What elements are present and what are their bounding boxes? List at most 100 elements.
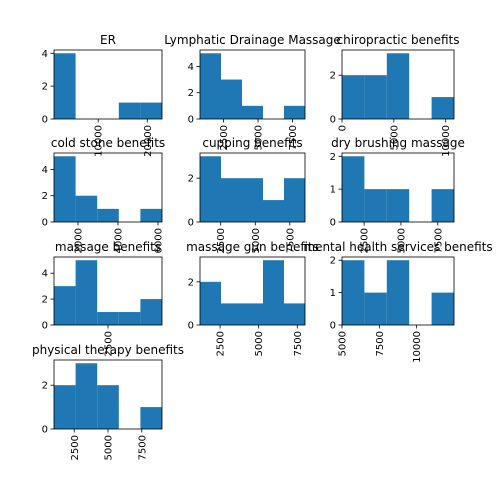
y-tick-label: 2 — [188, 277, 194, 288]
x-tick-label: 7500 — [285, 228, 296, 253]
histogram-panel-5: 0 2 2500 5000 7500 cupping benefits — [188, 136, 306, 253]
histogram-bar — [54, 156, 76, 222]
histogram-bar — [242, 178, 263, 222]
histogram-bar — [75, 195, 98, 222]
y-tick-label: 2 — [330, 71, 336, 82]
axes-frame — [341, 152, 455, 223]
y-tick-label: 4 — [188, 62, 194, 73]
panel-title: massage gun benefits — [186, 240, 319, 254]
histogram-panel-7: 0 2 4 2500 massage benefits — [42, 240, 163, 356]
histogram-bar — [284, 105, 305, 119]
y-tick-label: 4 — [42, 165, 48, 176]
histogram-panel-1: 0 2 4 10000 20000 ER — [42, 33, 163, 157]
x-tick-label: 20000 — [143, 125, 154, 157]
y-tick-label: 2 — [330, 256, 336, 267]
x-tick-label: 2500 — [104, 331, 115, 356]
axes-frame — [199, 49, 306, 120]
x-tick-label: 2500 — [360, 228, 371, 253]
panel-title: dry brushing massage — [331, 136, 465, 150]
histogram-bar — [242, 303, 263, 325]
x-tick-label: 2500 — [216, 331, 227, 356]
histogram-panel-3: 0 2 0 5000 10000 chiropractic benefits — [330, 33, 460, 157]
x-tick-label: 2500 — [219, 125, 230, 150]
histogram-bar — [386, 260, 410, 325]
histogram-bar — [54, 53, 76, 119]
y-tick-label: 0 — [42, 115, 48, 126]
y-tick-label: 1 — [330, 288, 336, 299]
histogram-panel-6: 0 1 2 2500 5000 7500 dry brushing massage — [330, 136, 465, 253]
histogram-bar — [364, 189, 387, 222]
histogram-bar — [97, 385, 119, 429]
x-tick-label: 2000 — [74, 228, 85, 253]
histogram-bar — [431, 97, 454, 119]
histogram-bar — [431, 292, 454, 325]
x-tick-label: 2500 — [70, 435, 81, 460]
x-tick-label: 2500 — [216, 228, 227, 253]
axes-frame — [53, 152, 163, 223]
panel-title: chiropractic benefits — [336, 33, 459, 47]
histogram-bar — [140, 299, 162, 325]
histogram-bar — [54, 286, 76, 325]
y-tick-label: 0 — [188, 115, 194, 126]
x-tick-label: 10000 — [94, 125, 105, 157]
histogram-bar — [140, 208, 162, 222]
y-tick-label: 0 — [42, 425, 48, 436]
x-tick-label: 5000 — [104, 435, 115, 460]
histogram-bar — [75, 363, 98, 429]
y-tick-label: 0 — [330, 218, 336, 229]
x-tick-label: 7500 — [137, 435, 148, 460]
histogram-bar — [200, 156, 221, 222]
x-tick-label: 5000 — [254, 125, 265, 150]
y-tick-label: 0 — [330, 321, 336, 332]
panel-title: ER — [100, 33, 116, 47]
y-tick-label: 2 — [42, 191, 48, 202]
axes-frame — [53, 49, 163, 120]
histogram-bar — [118, 102, 141, 119]
x-tick-label: 0 — [338, 125, 349, 131]
histogram-bar — [342, 75, 365, 119]
y-tick-label: 4 — [42, 49, 48, 60]
y-tick-label: 0 — [188, 218, 194, 229]
x-tick-label: 7500 — [375, 331, 386, 356]
y-tick-label: 0 — [330, 115, 336, 126]
histogram-bar — [200, 53, 221, 119]
histogram-panel-2: 0 2 4 2500 5000 7500 Lymphatic Drainage Massag… — [164, 33, 341, 150]
y-tick-label: 1 — [330, 185, 336, 196]
axes-frame — [341, 256, 455, 326]
histogram-bar — [342, 156, 365, 222]
histogram-bar — [263, 260, 284, 325]
y-tick-label: 2 — [42, 295, 48, 306]
histogram-bar — [342, 260, 365, 325]
histogram-bar — [431, 189, 454, 222]
histogram-bar — [242, 105, 263, 119]
panel-title: cupping benefits — [202, 136, 302, 150]
panel-title: cold stone benefits — [51, 136, 165, 150]
histogram-bar — [140, 102, 162, 119]
y-tick-label: 0 — [42, 321, 48, 332]
x-tick-label: 5000 — [396, 228, 407, 253]
histogram-panel-8: 0 2 2500 5000 7500 massage gun benefits — [186, 240, 319, 356]
x-tick-label: 6000 — [154, 228, 165, 253]
y-tick-label: 2 — [188, 88, 194, 99]
x-tick-label: 5000 — [338, 331, 349, 356]
x-tick-label: 7500 — [433, 228, 444, 253]
histogram-bar — [75, 260, 98, 325]
histogram-bar — [263, 200, 284, 222]
y-tick-label: 0 — [42, 218, 48, 229]
histogram-bar — [118, 312, 141, 325]
x-tick-label: 5000 — [251, 228, 262, 253]
histogram-bar — [221, 178, 242, 222]
histogram-bar — [221, 79, 242, 119]
histogram-bar — [364, 75, 387, 119]
axes-frame — [341, 49, 455, 120]
panel-title: massage benefits — [55, 240, 161, 254]
histogram-bar — [140, 407, 162, 429]
axes-frame — [199, 152, 306, 223]
x-tick-label: 5000 — [389, 125, 400, 150]
histogram-bar — [364, 292, 387, 325]
y-tick-label: 0 — [188, 321, 194, 332]
histogram-bar — [284, 178, 305, 222]
histogram-bar — [221, 303, 242, 325]
x-tick-label: 10000 — [412, 331, 423, 363]
